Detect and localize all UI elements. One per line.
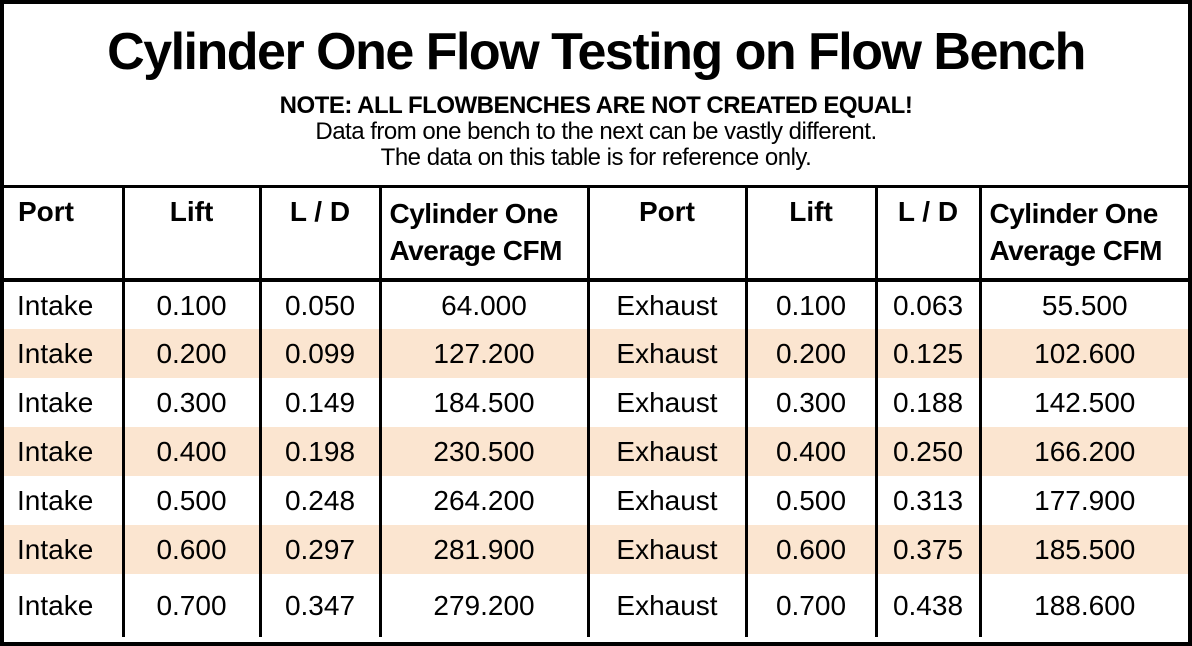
port-cell: Intake: [4, 427, 123, 476]
page-title: Cylinder One Flow Testing on Flow Bench: [107, 23, 1086, 81]
table-row: Intake 0.200 0.099 127.200 Exhaust 0.200…: [4, 329, 1188, 378]
ld-cell: 0.375: [874, 525, 980, 574]
column-header-ld-intake: L / D: [258, 188, 380, 282]
cfm-cell: 264.200: [378, 476, 588, 525]
lift-cell: 0.500: [121, 476, 260, 525]
column-header-lift-exhaust: Lift: [744, 188, 876, 282]
cfm-cell: 184.500: [378, 378, 588, 427]
cfm-cell: 279.200: [378, 574, 588, 637]
column-header-port-exhaust: Port: [586, 188, 746, 282]
title-block: Cylinder One Flow Testing on Flow Bench …: [4, 4, 1188, 188]
ld-cell: 0.149: [258, 378, 380, 427]
column-header-lift-intake: Lift: [121, 188, 260, 282]
ld-cell: 0.198: [258, 427, 380, 476]
ld-cell: 0.063: [874, 280, 980, 329]
lift-cell: 0.200: [121, 329, 260, 378]
note-headline: NOTE: ALL FLOWBENCHES ARE NOT CREATED EQ…: [279, 92, 913, 119]
port-cell: Intake: [17, 386, 94, 418]
lift-cell: 0.300: [121, 378, 260, 427]
port-cell: Intake: [4, 329, 123, 378]
table-row: Intake 0.100 0.050 64.000 Exhaust 0.100 …: [4, 280, 1188, 329]
lift-cell: 0.400: [744, 427, 876, 476]
port-cell: Exhaust: [586, 525, 746, 574]
table-row: Intake 0.300 0.149 184.500 Exhaust 0.300…: [4, 378, 1188, 427]
port-cell: Exhaust: [586, 280, 746, 329]
ld-cell: 0.188: [874, 378, 980, 427]
cfm-cell: 142.500: [978, 378, 1188, 427]
column-header-cfm-exhaust: Cylinder One Average CFM: [978, 188, 1188, 282]
port-cell: Intake: [17, 484, 94, 516]
port-cell: Exhaust: [586, 427, 746, 476]
port-cell: Exhaust: [586, 574, 746, 637]
header-row: Port Lift L / D Cylinder One Average CFM…: [4, 188, 1188, 282]
port-cell: Intake: [4, 525, 123, 574]
port-cell: Exhaust: [586, 378, 746, 427]
cfm-cell: 127.200: [378, 329, 588, 378]
column-header-port-intake: Port: [4, 188, 123, 282]
lift-cell: 0.300: [744, 378, 876, 427]
ld-cell: 0.313: [874, 476, 980, 525]
ld-cell: 0.250: [874, 427, 980, 476]
ld-cell: 0.125: [874, 329, 980, 378]
table-row: Intake 0.500 0.248 264.200 Exhaust 0.500…: [4, 476, 1188, 525]
port-cell: Intake: [17, 589, 94, 621]
cfm-cell: 281.900: [378, 525, 588, 574]
table-row: Intake 0.400 0.198 230.500 Exhaust 0.400…: [4, 427, 1188, 476]
lift-cell: 0.600: [121, 525, 260, 574]
cfm-cell: 55.500: [978, 280, 1188, 329]
lift-cell: 0.100: [121, 280, 260, 329]
ld-cell: 0.099: [258, 329, 380, 378]
ld-cell: 0.297: [258, 525, 380, 574]
cfm-cell: 64.000: [378, 280, 588, 329]
lift-cell: 0.100: [744, 280, 876, 329]
flow-data-table: Port Lift L / D Cylinder One Average CFM…: [4, 188, 1188, 637]
cfm-cell: 230.500: [378, 427, 588, 476]
lift-cell: 0.200: [744, 329, 876, 378]
column-header-cfm-intake: Cylinder One Average CFM: [378, 188, 588, 282]
ld-cell: 0.050: [258, 280, 380, 329]
ld-cell: 0.438: [874, 574, 980, 637]
cfm-cell: 188.600: [978, 574, 1188, 637]
cfm-cell: 102.600: [978, 329, 1188, 378]
lift-cell: 0.700: [744, 574, 876, 637]
lift-cell: 0.600: [744, 525, 876, 574]
port-cell: Exhaust: [586, 329, 746, 378]
cfm-cell: 177.900: [978, 476, 1188, 525]
note-line-1: Data from one bench to the next can be v…: [315, 117, 877, 145]
note-line-2: The data on this table is for reference …: [380, 143, 812, 171]
port-cell: Exhaust: [586, 476, 746, 525]
ld-cell: 0.248: [258, 476, 380, 525]
table-row: Intake 0.700 0.347 279.200 Exhaust 0.700…: [4, 574, 1188, 637]
ld-cell: 0.347: [258, 574, 380, 637]
cfm-cell: 166.200: [978, 427, 1188, 476]
lift-cell: 0.500: [744, 476, 876, 525]
column-header-ld-exhaust: L / D: [874, 188, 980, 282]
lift-cell: 0.700: [121, 574, 260, 637]
lift-cell: 0.400: [121, 427, 260, 476]
port-cell: Intake: [17, 289, 94, 321]
cfm-cell: 185.500: [978, 525, 1188, 574]
table-row: Intake 0.600 0.297 281.900 Exhaust 0.600…: [4, 525, 1188, 574]
